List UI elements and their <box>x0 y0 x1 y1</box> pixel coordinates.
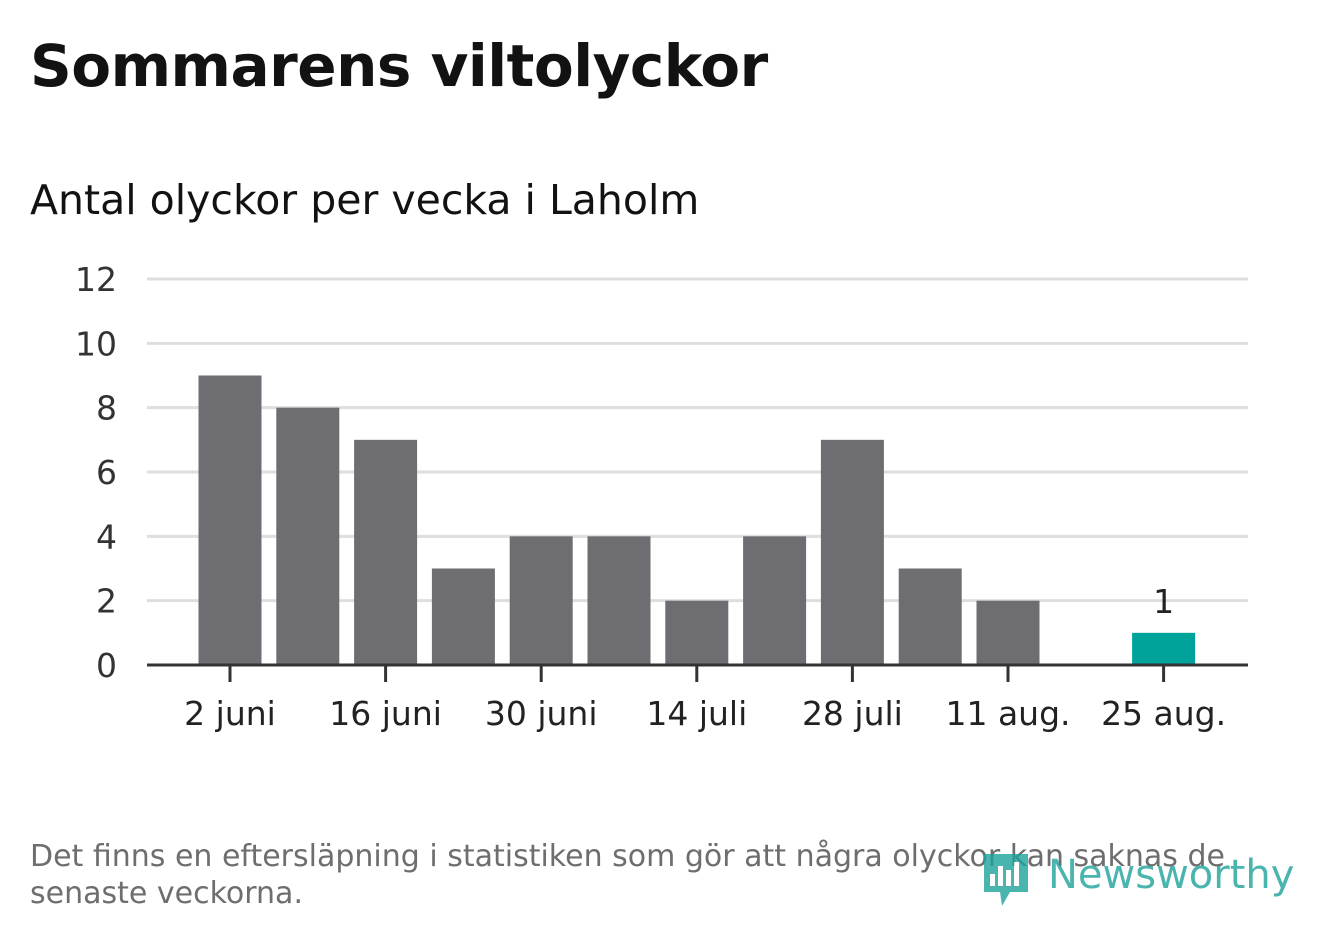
bar <box>276 407 340 665</box>
bar <box>198 375 262 665</box>
chart-title: Sommarens viltolyckor <box>30 32 768 100</box>
y-tick-label: 2 <box>96 582 117 621</box>
chart-subtitle: Antal olyckor per vecka i Laholm <box>30 176 700 224</box>
y-tick-label: 6 <box>96 453 117 492</box>
bar <box>976 600 1040 665</box>
bar <box>1132 632 1196 665</box>
brand-logo: Newsworthy <box>980 848 1300 918</box>
bar <box>898 568 962 665</box>
bar <box>354 439 418 665</box>
x-tick-label: 16 juni <box>329 694 442 733</box>
bar <box>665 600 729 665</box>
x-tick-label: 11 aug. <box>945 694 1070 733</box>
x-tick-label: 14 juli <box>646 694 747 733</box>
y-tick-label: 10 <box>75 324 117 363</box>
x-tick-label: 28 juli <box>802 694 903 733</box>
bar <box>431 568 495 665</box>
y-tick-label: 4 <box>96 517 117 556</box>
x-tick-label: 25 aug. <box>1101 694 1226 733</box>
brand-name: Newsworthy <box>1048 852 1295 898</box>
x-tick-label: 2 juni <box>184 694 276 733</box>
data-label: 1 <box>1153 582 1174 621</box>
y-tick-label: 8 <box>96 389 117 428</box>
y-tick-label: 12 <box>75 260 117 299</box>
bar <box>820 439 884 665</box>
bar <box>587 536 651 665</box>
bar-chart: 0 2 4 6 8 10 12 1 2 juni 16 juni 30 juni 14 juli 28 … <box>75 260 1248 733</box>
x-tick-label: 30 juni <box>485 694 598 733</box>
y-tick-label: 0 <box>96 646 117 685</box>
bar <box>509 536 573 665</box>
newsworthy-logo-icon <box>984 854 1028 906</box>
bar <box>743 536 807 665</box>
